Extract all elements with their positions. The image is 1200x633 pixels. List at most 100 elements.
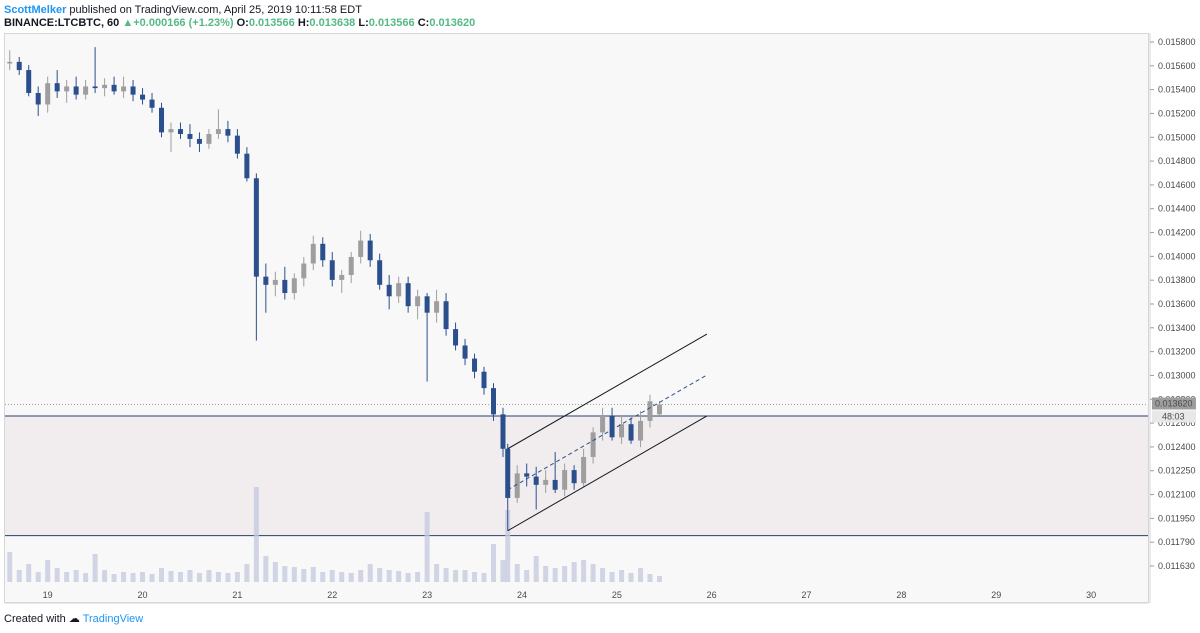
volume-bar: [424, 512, 430, 582]
price-tick-label: 0.014600: [1158, 180, 1196, 190]
volume-bar: [64, 572, 70, 582]
volume-bar: [196, 573, 202, 582]
tradingview-link[interactable]: TradingView: [82, 613, 144, 625]
candle-body: [282, 279, 288, 294]
price-tick-label: 0.014000: [1158, 251, 1196, 261]
volume-bar: [282, 566, 288, 582]
volume-bar: [377, 568, 383, 582]
time-tick-label: 23: [422, 590, 432, 600]
candle-body: [472, 358, 478, 372]
candle-body: [462, 345, 468, 359]
candle-body: [234, 135, 240, 154]
price-tick-label: 0.014800: [1158, 156, 1196, 166]
open-label: O:: [236, 17, 249, 29]
volume-bar: [590, 564, 596, 582]
volume-bar: [571, 562, 577, 582]
volume-bar: [121, 572, 127, 582]
volume-bar: [552, 568, 558, 582]
candle-body: [64, 86, 70, 92]
low-label: L:: [358, 17, 369, 29]
volume-bar: [329, 570, 335, 582]
volume-bar: [638, 568, 644, 582]
time-tick-label: 19: [43, 590, 53, 600]
candle-body: [291, 278, 297, 294]
candle-body: [638, 420, 644, 441]
volume-bar: [102, 570, 108, 582]
author-link[interactable]: ScottMelker: [4, 4, 67, 16]
close-label: C:: [417, 17, 430, 29]
candle-body: [206, 134, 212, 144]
volume-bar: [443, 568, 449, 582]
created-with-label: Created with: [4, 613, 66, 625]
volume-bar: [524, 570, 530, 582]
candle-body: [367, 240, 373, 261]
volume-bar: [628, 573, 634, 582]
candle-body: [26, 70, 32, 94]
candle-body: [187, 134, 193, 139]
candle-body: [571, 470, 577, 484]
channel-lower-line: [507, 415, 708, 532]
volume-bar: [533, 556, 539, 582]
candle-body: [73, 86, 79, 95]
candle-body: [377, 260, 383, 285]
time-tick-label: 28: [896, 590, 906, 600]
candle-body: [552, 479, 558, 490]
candle-body: [600, 415, 606, 433]
candle-body: [159, 107, 165, 133]
volume-bar: [505, 510, 511, 582]
price-tick-label: 0.013000: [1158, 370, 1196, 380]
volume-bar: [272, 562, 278, 582]
volume-bar: [16, 570, 22, 582]
candle-body: [358, 240, 364, 257]
volume-bar: [310, 567, 316, 582]
volume-bar: [453, 570, 459, 582]
volume-bar: [159, 568, 165, 582]
time-tick-label: 27: [802, 590, 812, 600]
volume-bar: [562, 566, 568, 582]
candle-body: [396, 283, 402, 297]
candle-body: [453, 329, 459, 346]
volume-bar: [647, 574, 653, 582]
volume-bar: [234, 572, 240, 582]
publish-header: ScottMelker published on TradingView.com…: [4, 3, 362, 17]
volume-bar: [339, 572, 345, 582]
candle-body: [35, 93, 41, 105]
volume-bar: [26, 564, 32, 582]
volume-bar: [500, 560, 506, 582]
volume-bar: [206, 570, 212, 582]
volume-bar: [462, 570, 468, 582]
volume-bar: [111, 574, 117, 582]
volume-bar: [130, 573, 136, 582]
candle-body: [54, 83, 60, 92]
volume-bar: [609, 572, 615, 582]
candle-body: [320, 243, 326, 261]
price-tick-label: 0.011790: [1158, 537, 1195, 547]
time-tick-label: 30: [1086, 590, 1096, 600]
volume-bar: [263, 556, 269, 582]
candle-body: [581, 456, 587, 484]
high-label: H:: [297, 17, 310, 29]
price-tick-label: 0.014400: [1158, 204, 1196, 214]
low-value: 0.013566: [368, 17, 415, 29]
candle-body: [130, 86, 136, 95]
price-tick-label: 0.011630: [1158, 561, 1195, 571]
candle-body: [500, 414, 506, 449]
candle-body: [481, 371, 487, 389]
close-value: 0.013620: [429, 17, 476, 29]
price-tick-label: 0.013400: [1158, 323, 1196, 333]
candle-body: [121, 86, 127, 92]
price-tick-label: 0.014200: [1158, 228, 1196, 238]
time-tick-label: 25: [612, 590, 622, 600]
volume-bar: [35, 572, 41, 582]
price-tick-label: 0.013200: [1158, 347, 1196, 357]
volume-bar: [619, 570, 625, 582]
price-tick-label: 0.012250: [1158, 466, 1196, 476]
candle-body: [443, 301, 449, 330]
volume-bar: [225, 573, 231, 582]
candle-body: [590, 432, 596, 457]
candle-body: [244, 153, 250, 179]
volume-bar: [54, 568, 60, 582]
candle-body: [45, 83, 51, 105]
price-tick-label: 0.012100: [1158, 490, 1196, 500]
